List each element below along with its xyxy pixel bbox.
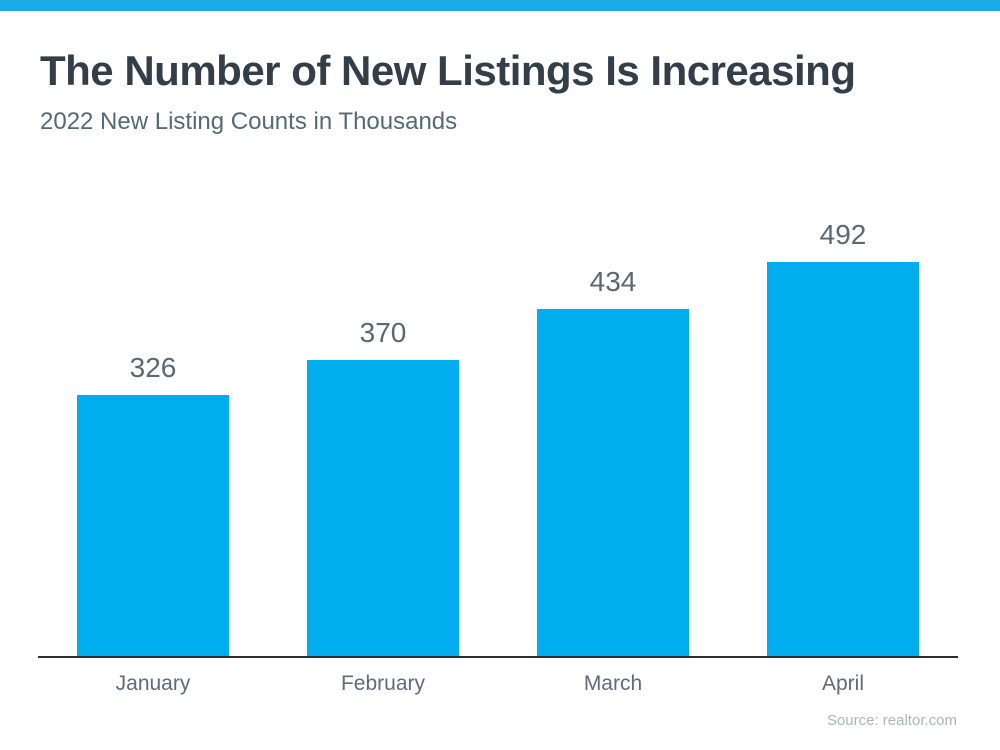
bar-column-february: 370	[268, 317, 498, 656]
bar-chart: 326 370 434 492	[38, 170, 958, 658]
bar-column-april: 492	[728, 219, 958, 656]
bar-january	[77, 395, 229, 656]
bar-value-label: 326	[129, 352, 177, 383]
source-credit: Source: realtor.com	[826, 712, 957, 729]
bar-value-label: 370	[359, 317, 407, 348]
x-axis-label-february: February	[340, 672, 426, 695]
page-title: The Number of New Listings Is Increasing	[40, 47, 856, 94]
bar-april	[767, 262, 919, 656]
chart-header: The Number of New Listings Is Increasing…	[40, 47, 970, 136]
bar-value-label: 434	[589, 266, 637, 297]
bar-column-january: 326	[38, 352, 268, 656]
top-accent-bar	[0, 0, 1000, 11]
x-axis-label-april: April	[821, 672, 864, 695]
x-axis-label-march: March	[583, 672, 643, 695]
x-axis-label-january: January	[115, 672, 191, 695]
page-subtitle: 2022 New Listing Counts in Thousands	[40, 108, 458, 136]
bar-column-march: 434	[498, 266, 728, 656]
bar-february	[307, 360, 459, 656]
x-axis-labels: January February March April	[38, 672, 958, 696]
bar-march	[537, 309, 689, 656]
bar-value-label: 492	[819, 219, 867, 250]
